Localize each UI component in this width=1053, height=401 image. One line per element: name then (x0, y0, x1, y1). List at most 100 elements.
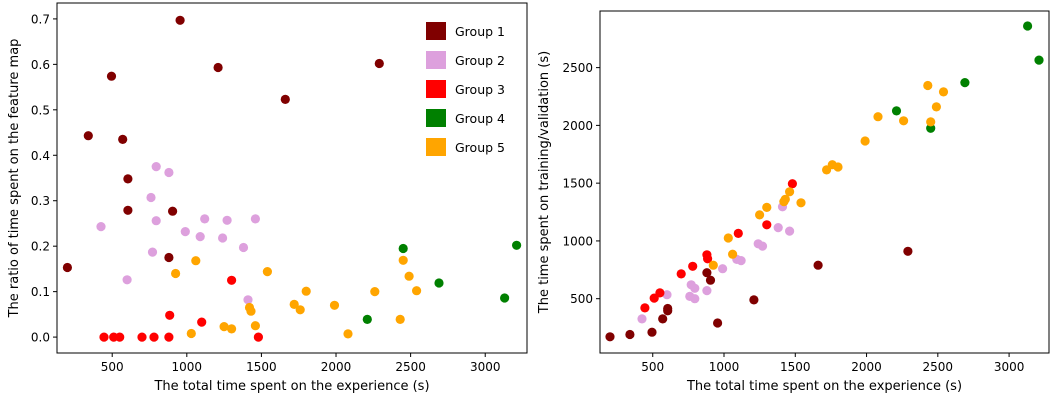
point-group-3-3 (137, 332, 147, 342)
point-group-5-13 (343, 329, 353, 339)
point-group-1-2 (647, 327, 657, 337)
point-group-2-11 (757, 241, 768, 251)
y-tick-label: 0.1 (31, 285, 50, 299)
x-tick-label: 500 (641, 360, 664, 374)
legend-swatch-group-3 (426, 80, 446, 98)
point-group-3-4 (688, 261, 698, 271)
point-group-5-13 (873, 112, 883, 122)
point-group-5-2 (191, 256, 201, 266)
point-group-5-9 (289, 299, 299, 309)
legend: Group 1 Group 2 Group 3 Group 4 Group 5 (426, 22, 505, 156)
y-tick-label: 500 (570, 292, 593, 306)
point-group-5-8 (796, 198, 806, 208)
point-group-2-9 (736, 256, 746, 266)
point-group-3-9 (787, 179, 798, 189)
point-group-2-6 (702, 286, 712, 296)
point-group-1-8 (713, 318, 723, 328)
point-group-2-5 (690, 283, 700, 293)
point-group-1-6 (164, 252, 174, 263)
point-group-3-8 (227, 275, 237, 285)
y-tick-label: 0.0 (31, 331, 50, 345)
point-group-5-1 (723, 233, 733, 243)
point-group-5-12 (860, 136, 870, 146)
point-group-1-5 (123, 205, 133, 215)
x-tick-label: 2000 (851, 360, 882, 374)
point-group-5-12 (329, 300, 340, 310)
plot-frame (56, 2, 528, 354)
x-tick-label: 1000 (172, 360, 203, 374)
point-group-1-1 (625, 329, 635, 340)
point-group-5-18 (412, 286, 422, 296)
point-group-1-0 (62, 262, 72, 273)
point-group-2-4 (151, 162, 161, 172)
point-group-2-0 (96, 222, 106, 232)
y-tick-label: 1000 (562, 234, 593, 248)
point-group-2-13 (250, 214, 260, 224)
point-group-4-0 (891, 106, 902, 116)
x-tick-label: 2500 (923, 360, 954, 374)
point-group-2-6 (164, 167, 174, 178)
point-group-1-10 (280, 94, 290, 104)
point-group-5-17 (931, 102, 942, 112)
point-group-5-6 (780, 194, 790, 204)
legend-swatch-group-4 (426, 109, 446, 127)
point-group-3-2 (655, 288, 665, 298)
point-group-3-8 (762, 220, 772, 230)
point-group-1-3 (658, 314, 668, 324)
point-group-3-0 (99, 332, 109, 342)
point-group-2-10 (218, 233, 228, 243)
point-group-1-6 (702, 268, 712, 278)
legend-swatch-group-5 (426, 138, 446, 156)
point-group-3-6 (703, 254, 713, 264)
point-group-3-7 (733, 228, 743, 238)
legend-swatch-group-1 (426, 22, 446, 40)
point-group-5-3 (755, 210, 765, 220)
point-group-4-2 (434, 278, 444, 288)
point-group-2-7 (718, 264, 728, 274)
point-group-2-1 (662, 290, 672, 300)
point-group-1-9 (749, 295, 759, 305)
right-scatter-plot: 500 1000 1500 2000 2500 3000 500 1000 1500 2000 25… (537, 10, 1050, 394)
point-group-4-4 (511, 240, 522, 250)
legend-label: Group 3 (455, 82, 505, 97)
y-tick-label: 0.4 (31, 149, 50, 163)
point-group-2-5 (151, 216, 161, 226)
point-group-5-15 (923, 80, 933, 91)
point-group-1-5 (663, 303, 673, 314)
point-group-5-6 (246, 306, 256, 316)
x-tick-label: 3000 (994, 360, 1025, 374)
y-axis-label: The ratio of time spent on the feature m… (7, 39, 22, 319)
plot-frame (599, 10, 1050, 354)
left-scatter-plot: 500 1000 1500 2000 2500 3000 0.0 0.1 0.2 0.3 0.4 0.… (7, 2, 528, 394)
y-tick-label: 0.6 (31, 58, 50, 72)
point-group-3-4 (149, 332, 159, 342)
point-group-5-18 (938, 87, 949, 97)
point-group-5-0 (171, 268, 181, 279)
point-group-5-10 (295, 305, 305, 315)
point-group-3-5 (164, 332, 174, 342)
point-group-5-11 (301, 286, 311, 296)
point-group-4-1 (398, 243, 408, 254)
x-tick-label: 1000 (709, 360, 740, 374)
point-group-3-2 (115, 332, 125, 342)
point-group-1-0 (605, 332, 615, 342)
point-group-5-16 (926, 117, 936, 127)
point-group-2-8 (195, 232, 205, 242)
point-group-5-17 (404, 271, 414, 281)
point-group-5-1 (186, 328, 196, 339)
x-tick-label: 1500 (246, 360, 277, 374)
point-group-1-2 (106, 71, 117, 81)
point-group-2-14 (243, 295, 253, 305)
point-group-5-8 (262, 267, 272, 277)
y-tick-label: 2000 (562, 119, 593, 133)
point-group-1-8 (175, 15, 185, 25)
point-group-5-11 (833, 162, 843, 172)
point-group-3-9 (253, 332, 263, 342)
point-group-2-0 (637, 314, 647, 324)
point-group-4-3 (500, 293, 510, 303)
point-group-1-7 (168, 206, 178, 216)
x-tick-label: 2500 (395, 360, 426, 374)
point-group-5-3 (219, 322, 229, 332)
y-tick-label: 2500 (562, 61, 593, 75)
